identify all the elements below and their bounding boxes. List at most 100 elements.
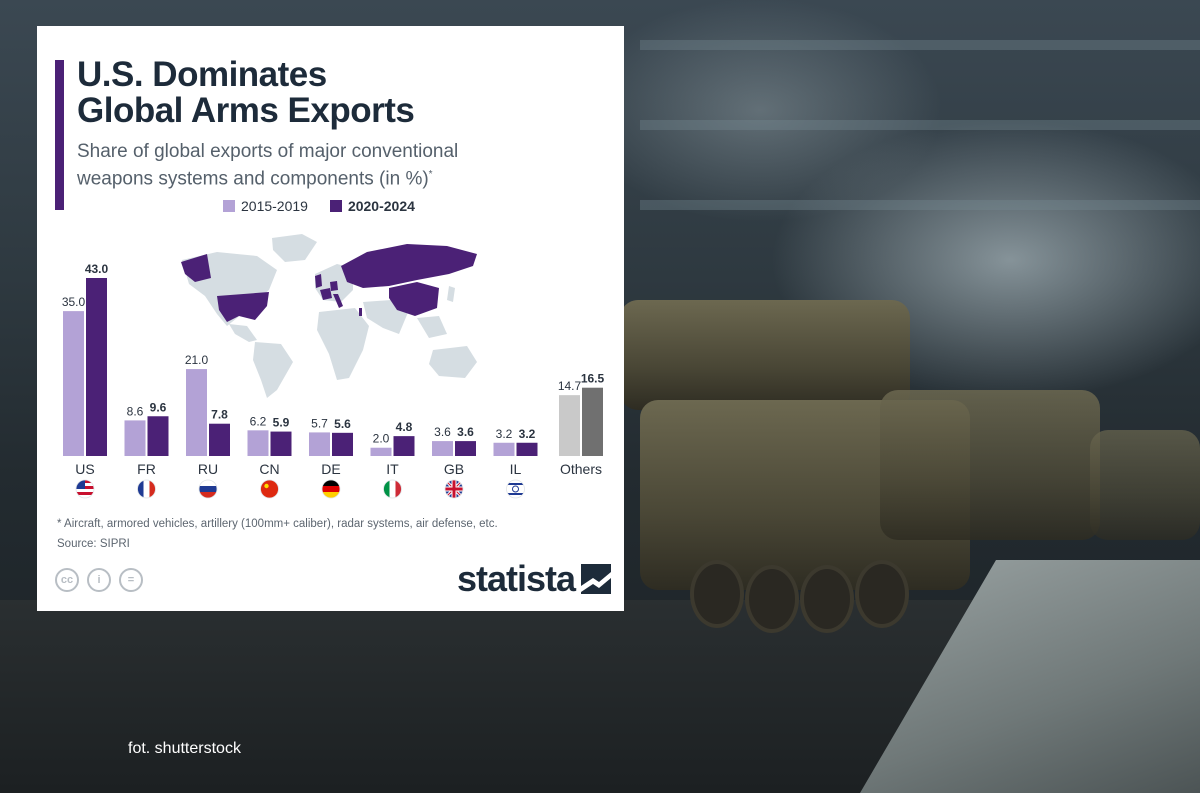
category-label-others: Others xyxy=(560,461,602,477)
bar-it-series-2[interactable] xyxy=(393,436,415,456)
germany-shape xyxy=(330,281,338,291)
russia-shape xyxy=(341,244,477,288)
bar-gb-series-1[interactable] xyxy=(432,441,453,456)
south-america-shape xyxy=(253,342,293,398)
data-label-cn-series-1: 6.2 xyxy=(250,414,267,428)
bar-de-series-2[interactable] xyxy=(332,432,353,456)
source-text: Source: SIPRI xyxy=(57,538,130,550)
greenland-shape xyxy=(272,234,317,262)
data-label-fr-series-2: 9.6 xyxy=(150,400,167,414)
data-label-gb-series-1: 3.6 xyxy=(434,425,451,439)
bar-us-series-1[interactable] xyxy=(63,311,84,456)
license-icons: cc i = xyxy=(55,568,151,592)
title-accent-bar xyxy=(55,60,64,210)
category-label-fr: FR xyxy=(137,461,156,477)
bar-ru-series-2[interactable] xyxy=(209,423,230,456)
central-america-shape xyxy=(229,324,257,342)
tank-wheel xyxy=(855,560,909,628)
data-label-it-series-2: 4.8 xyxy=(396,420,413,434)
alaska-shape xyxy=(181,254,211,282)
data-label-il-series-1: 3.2 xyxy=(496,427,513,441)
attribution-icon[interactable]: i xyxy=(87,568,111,592)
chart-subtitle: Share of global exports of major convent… xyxy=(77,140,597,190)
southeast-asia-shape xyxy=(417,316,447,338)
category-label-de: DE xyxy=(321,461,340,477)
bar-fr-series-1[interactable] xyxy=(124,420,146,456)
bar-il-series-2[interactable] xyxy=(516,442,538,456)
ceiling-beam xyxy=(640,40,1200,50)
tank-wheel xyxy=(800,565,854,633)
bar-fr-series-2[interactable] xyxy=(147,416,169,456)
legend-item-series-1: 2015-2019 xyxy=(223,198,308,214)
legend-item-series-2: 2020-2024 xyxy=(329,198,415,214)
fr-flag-icon xyxy=(137,479,156,499)
chart-title: U.S. Dominates Global Arms Exports xyxy=(77,57,597,129)
cc-icon[interactable]: cc xyxy=(55,568,79,592)
subtitle-footnote-marker: * xyxy=(428,169,433,180)
cn-flag-icon xyxy=(260,479,279,499)
bar-chart: 35.0 43.0 US 8.6 9.6 FR 21.0 7.8 RU 6.2 5.9 CN 5.7 5.… xyxy=(62,262,605,499)
us-flag-icon xyxy=(75,479,95,499)
bar-others-series-1[interactable] xyxy=(559,395,580,456)
bar-cn-series-2[interactable] xyxy=(270,431,292,456)
title-line-2: Global Arms Exports xyxy=(77,91,415,130)
statista-logo-icon xyxy=(581,564,612,594)
uk-shape xyxy=(315,274,322,288)
bar-ru-series-1[interactable] xyxy=(186,369,207,456)
usa-shape xyxy=(217,292,269,322)
bar-il-series-1[interactable] xyxy=(493,442,515,456)
bar-de-series-1[interactable] xyxy=(309,432,330,456)
tank-turret xyxy=(620,300,910,410)
tank-wheel xyxy=(745,565,799,633)
legend-label: 2020-2024 xyxy=(347,198,415,214)
australia-shape xyxy=(429,346,477,378)
it-flag-icon xyxy=(383,479,402,499)
data-label-gb-series-2: 3.6 xyxy=(457,425,474,439)
statista-logo[interactable]: statista xyxy=(457,558,612,600)
data-label-others-series-1: 14.7 xyxy=(558,379,582,393)
subtitle-line-1: Share of global exports of major convent… xyxy=(77,141,459,162)
legend-swatch xyxy=(223,200,235,212)
bar-gb-series-2[interactable] xyxy=(455,441,476,456)
bar-it-series-1[interactable] xyxy=(370,447,392,456)
data-label-it-series-1: 2.0 xyxy=(373,432,390,446)
world-map-illustration xyxy=(181,234,477,398)
tank-hull xyxy=(880,390,1100,540)
ceiling-beam xyxy=(640,120,1200,130)
israel-shape xyxy=(359,308,362,316)
infographic-card: U.S. Dominates Global Arms Exports Share… xyxy=(37,26,624,611)
legend-label: 2015-2019 xyxy=(241,198,308,214)
category-label-ru: RU xyxy=(198,461,218,477)
data-label-us-series-2: 43.0 xyxy=(85,262,109,276)
japan-shape xyxy=(447,286,455,302)
bar-us-series-2[interactable] xyxy=(86,278,107,456)
chart-legend: 2015-2019 2020-2024 xyxy=(223,198,437,214)
subtitle-line-2: weapons systems and components (in %)* xyxy=(77,163,597,190)
data-label-de-series-2: 5.6 xyxy=(334,417,351,431)
category-label-it: IT xyxy=(386,461,399,477)
brand-wordmark: statista xyxy=(457,558,576,599)
ceiling-beam xyxy=(640,200,1200,210)
chart-footnote: * Aircraft, armored vehicles, artillery … xyxy=(57,514,617,554)
no-derivatives-icon[interactable]: = xyxy=(119,568,143,592)
bar-cn-series-1[interactable] xyxy=(247,430,269,456)
tank-wheel xyxy=(690,560,744,628)
subtitle-line-2-text: weapons systems and components (in %) xyxy=(77,168,429,190)
africa-shape xyxy=(317,308,369,380)
data-label-us-series-1: 35.0 xyxy=(62,295,86,309)
photo-credit: fot. shutterstock xyxy=(128,740,241,757)
gb-flag-icon xyxy=(444,479,464,499)
data-label-ru-series-1: 21.0 xyxy=(185,353,209,367)
category-label-us: US xyxy=(75,461,94,477)
footnote-text: * Aircraft, armored vehicles, artillery … xyxy=(57,518,498,530)
category-label-gb: GB xyxy=(444,461,464,477)
title-line-1: U.S. Dominates xyxy=(77,55,327,94)
bar-others-series-2[interactable] xyxy=(582,387,603,456)
china-shape xyxy=(389,282,439,316)
data-label-others-series-2: 16.5 xyxy=(581,372,605,386)
legend-swatch xyxy=(329,200,342,212)
data-label-ru-series-2: 7.8 xyxy=(211,408,228,422)
category-label-cn: CN xyxy=(259,461,279,477)
category-label-il: IL xyxy=(510,461,522,477)
de-flag-icon xyxy=(321,479,341,499)
